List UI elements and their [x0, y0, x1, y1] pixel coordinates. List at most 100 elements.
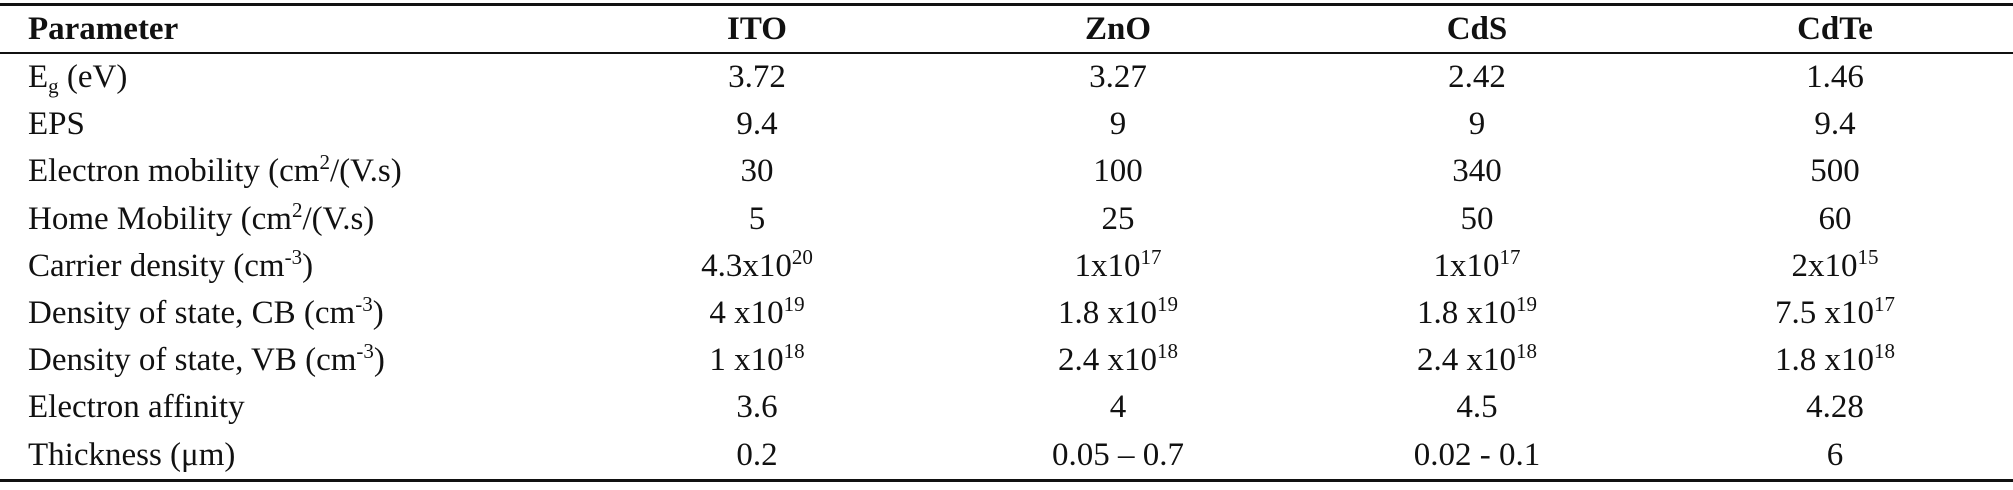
table-row: Density of state, CB (cm-3) 4 x1019 1.8 x1…	[0, 290, 2013, 337]
parameter-table: Parameter ITO ZnO CdS CdTe Eg (eV) 3.72 3.27 2.…	[0, 3, 2013, 482]
superscript: 2	[319, 150, 330, 175]
table-row: Carrier density (cm-3) 4.3x1020 1x1017 1x10…	[0, 243, 2013, 290]
cell-text: )	[302, 247, 314, 284]
cell-text: 4 x10	[709, 295, 784, 332]
cell-text: )	[373, 342, 385, 379]
table-cell: 1 x1018	[575, 337, 939, 384]
table-cell: 1x1017	[1297, 243, 1657, 290]
table-cell: EPS	[28, 106, 85, 143]
superscript: 17	[1499, 244, 1521, 269]
cell-text: 2x10	[1791, 247, 1858, 284]
header-cell: ZnO	[939, 3, 1297, 54]
cell-text: Density of state, VB (cm	[28, 342, 357, 379]
table-cell: Density of state, CB (cm-3)	[0, 290, 575, 337]
header-cell: Parameter	[0, 3, 575, 54]
table-cell: 1.8 x1019	[1297, 290, 1657, 337]
superscript: -3	[356, 339, 374, 364]
cell-text: E	[28, 59, 49, 96]
subscript: g	[48, 74, 59, 99]
table-row: Home Mobility (cm2/(V.s) 5 25 50 60	[0, 196, 2013, 243]
table-row: Eg (eV) 3.72 3.27 2.42 1.46	[0, 53, 2013, 101]
table-cell: 1.8 x1018	[1657, 337, 2013, 384]
table-cell: 1x1017	[939, 243, 1297, 290]
table-cell: 50	[1460, 200, 1494, 237]
superscript: 17	[1874, 292, 1895, 317]
cell-text: Home Mobility (cm	[28, 200, 292, 237]
table-cell: 2.4 x1018	[1297, 337, 1657, 384]
table-cell: 500	[1810, 153, 1860, 190]
cell-text: )	[372, 295, 384, 332]
table-cell: 2x1015	[1657, 243, 2013, 290]
superscript: 2	[291, 197, 303, 222]
table-cell: 3.72	[728, 59, 786, 96]
table-cell: 1.46	[1806, 59, 1864, 96]
cell-text: 7.5 x10	[1775, 295, 1874, 332]
table-cell: Thickness (μm)	[0, 431, 575, 482]
table-cell: 30	[740, 153, 774, 190]
superscript: 17	[1140, 244, 1162, 269]
cell-text: Density of state, CB (cm	[28, 295, 356, 332]
cell-text: 1x10	[1074, 247, 1141, 284]
table-cell: 4.3x1020	[575, 243, 939, 290]
cell-text: 1 x10	[709, 342, 784, 379]
page: Parameter ITO ZnO CdS CdTe Eg (eV) 3.72 3.27 2.…	[0, 3, 2013, 490]
table-cell: 1.8 x1019	[939, 290, 1297, 337]
cell-text: 2.4 x10	[1058, 342, 1157, 379]
table-body: Eg (eV) 3.72 3.27 2.42 1.46 EPS 9.4 9 9 9.4 Electr…	[0, 53, 2013, 482]
superscript: 19	[1516, 292, 1537, 317]
header-cell: CdS	[1297, 3, 1657, 54]
table-row: Thickness (μm) 0.2 0.05 – 0.7 0.02 - 0.1 6	[0, 431, 2013, 482]
superscript: 18	[1157, 339, 1178, 364]
superscript: 19	[783, 292, 805, 317]
table-row: Electron mobility (cm2/(V.s) 30 100 340 500	[0, 148, 2013, 195]
table-cell: 9	[1468, 106, 1486, 143]
table-cell: 4.28	[1806, 389, 1864, 426]
table-cell: 25	[1101, 200, 1135, 237]
superscript: -3	[284, 244, 303, 269]
cell-text: /(V.s)	[302, 200, 375, 237]
table-cell: 3.6	[736, 389, 778, 426]
superscript: 19	[1157, 292, 1178, 317]
table-cell: Electron mobility (cm2/(V.s)	[0, 148, 575, 195]
table-row: Density of state, VB (cm-3) 1 x1018 2.4 x1…	[0, 337, 2013, 384]
cell-text: (eV)	[58, 59, 128, 96]
table-cell: 5	[748, 200, 766, 237]
table-row: Electron affinity 3.6 4 4.5 4.28	[0, 384, 2013, 431]
table-cell: 4 x1019	[575, 290, 939, 337]
table-cell: 0.2	[575, 431, 939, 482]
table-cell: 2.4 x1018	[939, 337, 1297, 384]
cell-text: 4.3x10	[701, 247, 792, 284]
table-cell: Electron affinity	[28, 389, 245, 426]
superscript: 18	[783, 339, 805, 364]
cell-text: Carrier density (cm	[28, 247, 285, 284]
table-cell: 7.5 x1017	[1657, 290, 2013, 337]
header-cell: ITO	[575, 3, 939, 54]
cell-text: 2.4 x10	[1417, 342, 1516, 379]
superscript: 15	[1857, 244, 1879, 269]
table-cell: 60	[1818, 200, 1852, 237]
cell-text: 1.8 x10	[1417, 295, 1516, 332]
table-cell: 6	[1657, 431, 2013, 482]
table-cell: Density of state, VB (cm-3)	[0, 337, 575, 384]
table-cell: Carrier density (cm-3)	[0, 243, 575, 290]
superscript: -3	[355, 292, 373, 317]
table-cell: 2.42	[1448, 59, 1506, 96]
table-cell: 340	[1452, 153, 1502, 190]
header-cell: CdTe	[1657, 3, 2013, 54]
superscript: 20	[791, 244, 813, 269]
table-cell: 4	[1109, 389, 1127, 426]
table-cell: 9.4	[1814, 106, 1856, 143]
table-cell: Eg (eV)	[0, 53, 575, 101]
cell-text: /(V.s)	[329, 153, 402, 190]
table-cell: Home Mobility (cm2/(V.s)	[0, 196, 575, 243]
header-row: Parameter ITO ZnO CdS CdTe	[0, 3, 2013, 54]
table-cell: 9	[1109, 106, 1127, 143]
table-row: EPS 9.4 9 9 9.4	[0, 101, 2013, 148]
cell-text: Electron mobility (cm	[28, 153, 320, 190]
table-cell: 4.5	[1456, 389, 1498, 426]
superscript: 18	[1874, 339, 1895, 364]
superscript: 18	[1516, 339, 1537, 364]
table-cell: 9.4	[736, 106, 778, 143]
table-cell: 100	[1093, 153, 1143, 190]
cell-text: 1.8 x10	[1058, 295, 1157, 332]
